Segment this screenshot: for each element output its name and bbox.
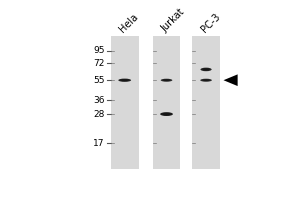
Ellipse shape bbox=[202, 79, 210, 81]
Ellipse shape bbox=[162, 113, 171, 115]
Bar bbox=[192, 36, 220, 169]
Polygon shape bbox=[224, 74, 238, 86]
Ellipse shape bbox=[121, 79, 129, 81]
Ellipse shape bbox=[200, 68, 211, 71]
Ellipse shape bbox=[202, 68, 210, 71]
Text: Jurkat: Jurkat bbox=[160, 7, 187, 34]
Ellipse shape bbox=[204, 69, 208, 70]
Ellipse shape bbox=[160, 112, 173, 116]
Ellipse shape bbox=[204, 80, 208, 81]
Text: Hela: Hela bbox=[118, 11, 140, 34]
Ellipse shape bbox=[161, 79, 172, 82]
Text: 72: 72 bbox=[94, 59, 105, 68]
Text: 28: 28 bbox=[94, 110, 105, 119]
Text: 55: 55 bbox=[93, 76, 105, 85]
Ellipse shape bbox=[118, 79, 131, 82]
Ellipse shape bbox=[164, 113, 169, 115]
Ellipse shape bbox=[200, 79, 212, 82]
Bar bbox=[111, 36, 139, 169]
Bar bbox=[153, 36, 181, 169]
Text: PC-3: PC-3 bbox=[199, 11, 222, 34]
Ellipse shape bbox=[164, 80, 169, 81]
Text: 36: 36 bbox=[93, 96, 105, 105]
Ellipse shape bbox=[163, 79, 170, 81]
Text: 95: 95 bbox=[93, 46, 105, 55]
Ellipse shape bbox=[122, 80, 127, 81]
Text: 17: 17 bbox=[93, 139, 105, 148]
